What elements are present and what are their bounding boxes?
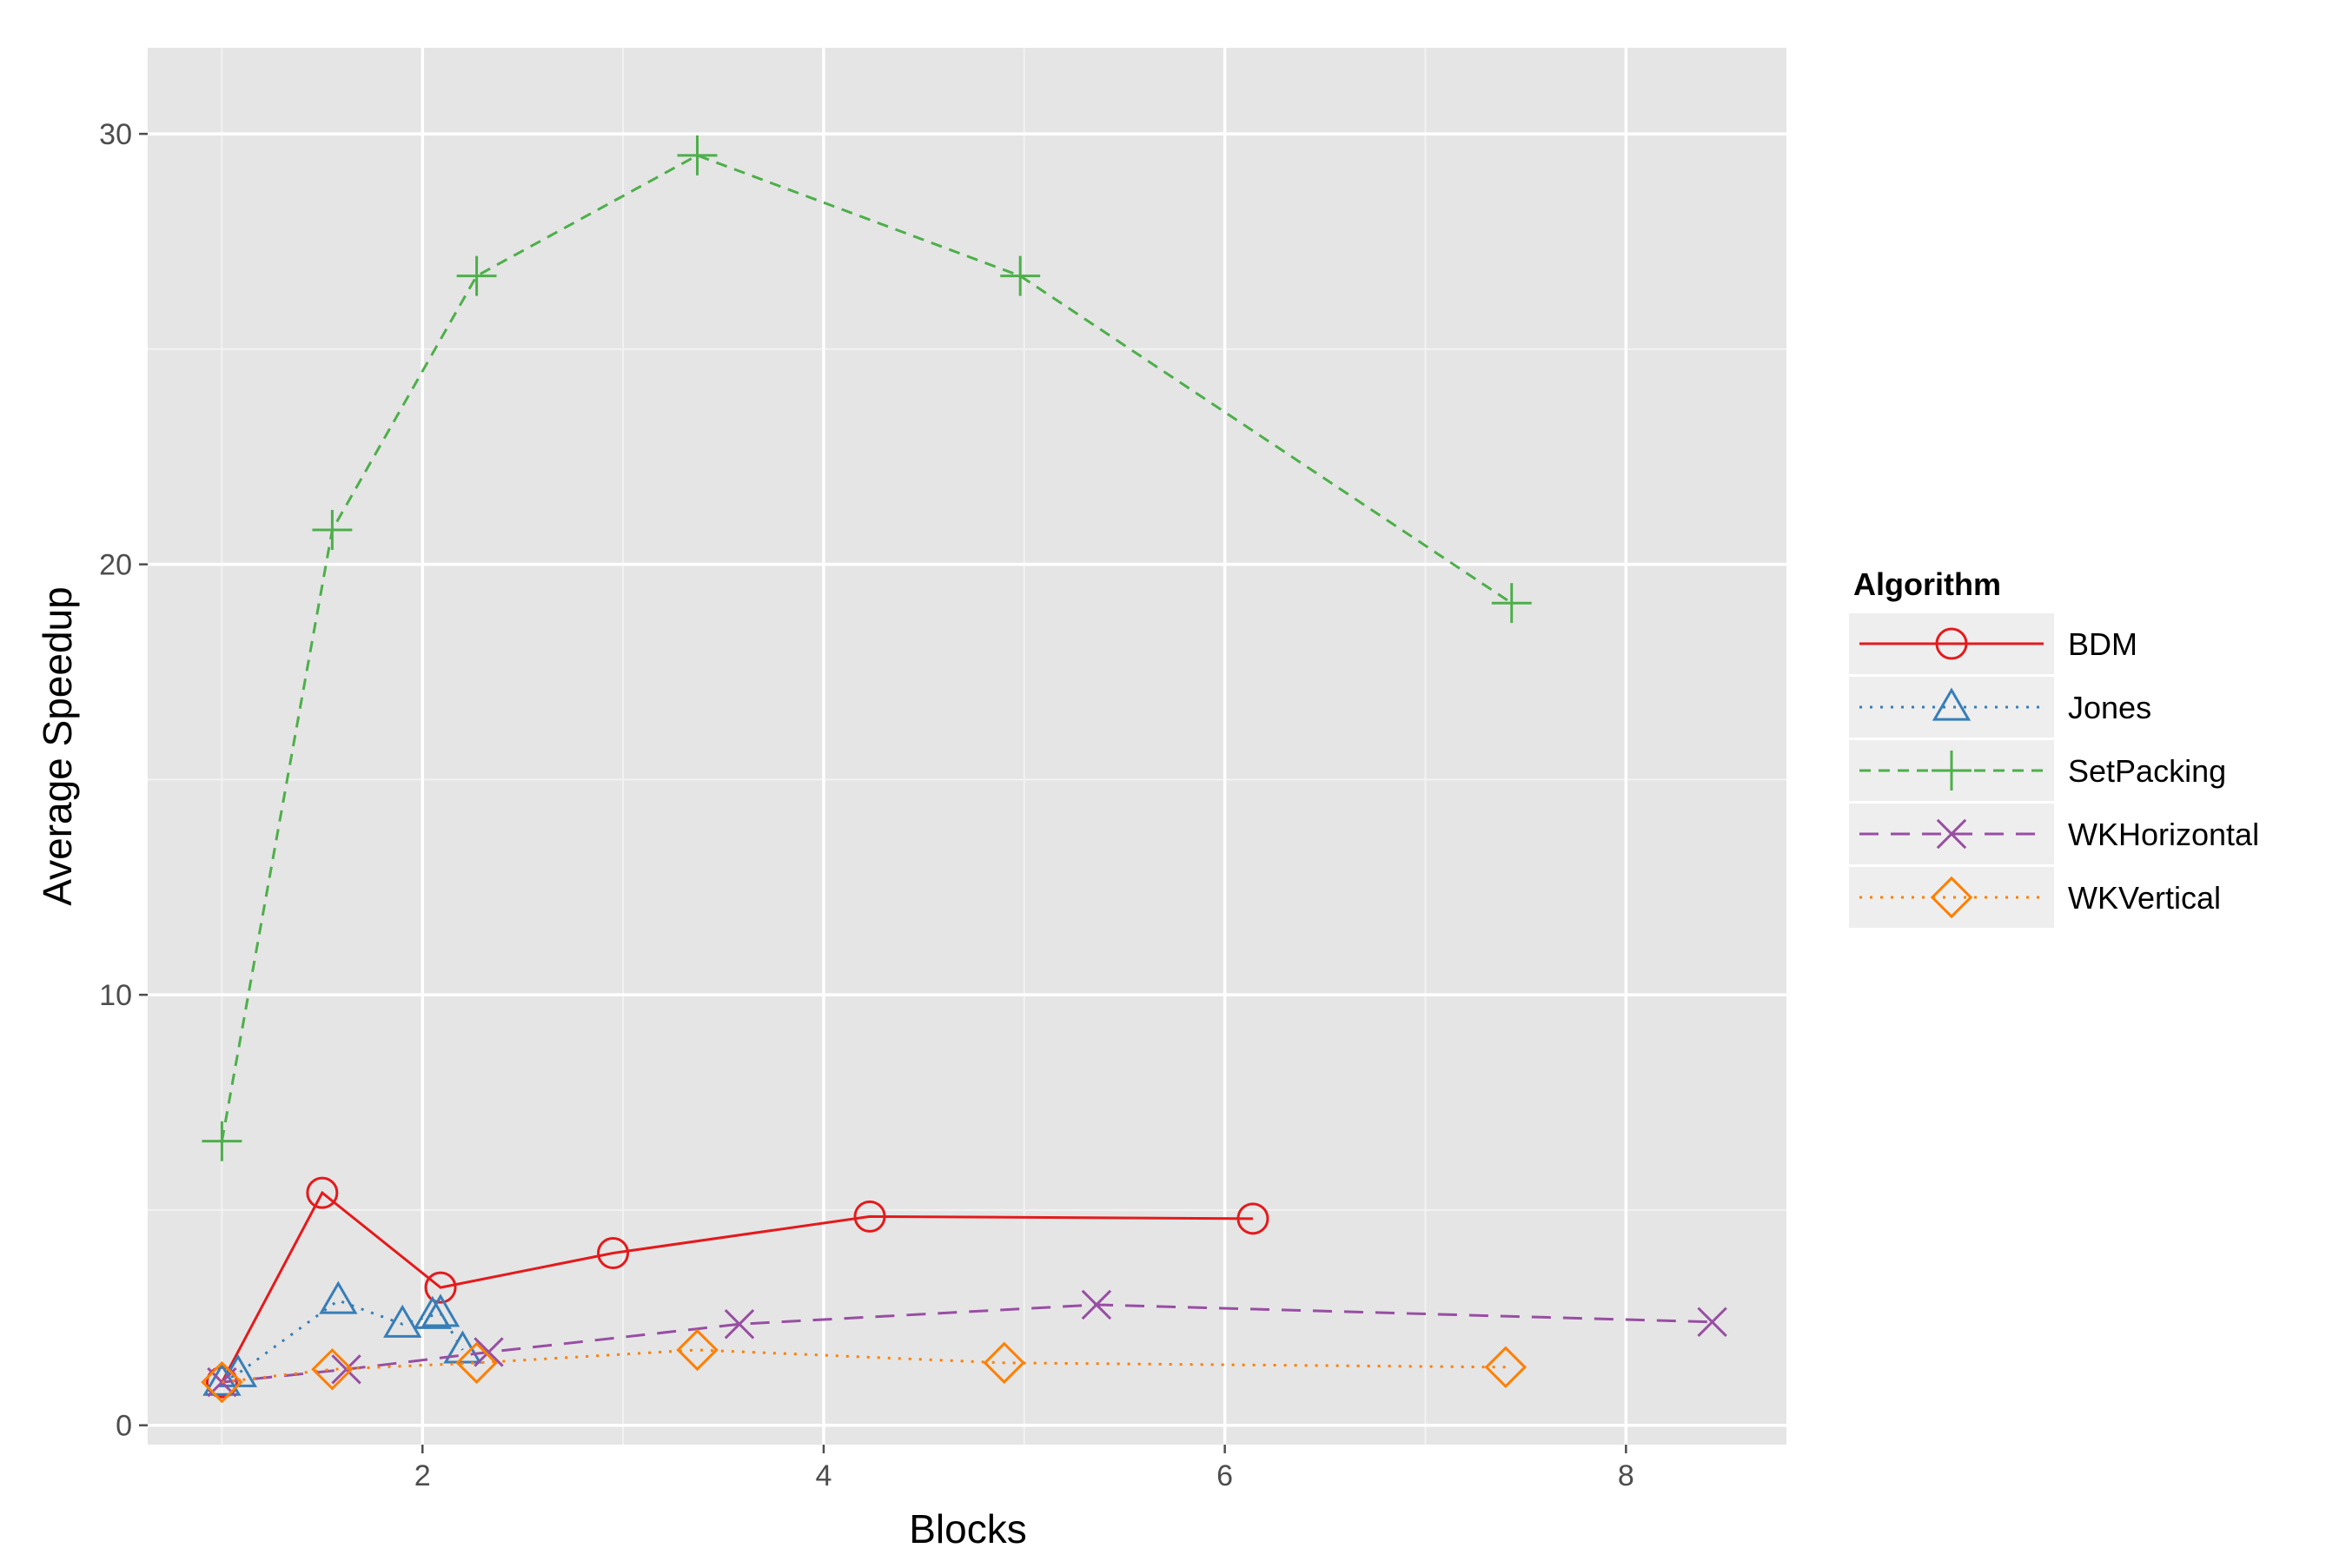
legend-label: Jones <box>2068 690 2151 725</box>
series-layer <box>201 135 1727 1404</box>
setpacking-point <box>1000 255 1041 296</box>
wkhorizontal-point <box>1697 1307 1727 1337</box>
bdm-point <box>1236 1202 1269 1235</box>
major-gridlines <box>148 48 1786 1445</box>
x-tick-label: 8 <box>1618 1459 1634 1492</box>
legend-item-bdm: BDM <box>1849 613 2137 674</box>
y-tick-label: 10 <box>99 979 132 1012</box>
setpacking-point <box>202 1121 242 1161</box>
wkvertical-point <box>201 1360 243 1404</box>
legend-key-marker <box>1932 687 1972 721</box>
y-tick-label: 30 <box>99 118 132 151</box>
setpacking-point <box>677 135 718 175</box>
y-axis-title: Average Speedup <box>35 586 80 905</box>
wkvertical-point <box>983 1341 1025 1385</box>
jones-point <box>202 1362 242 1396</box>
wkhorizontal-point <box>1081 1289 1112 1320</box>
legend-items: BDM Jones SetPacking WKHorizontal WKVertical <box>1849 613 2259 928</box>
legend-item-setpacking: SetPacking <box>1849 740 2226 801</box>
legend-item-jones: Jones <box>1849 677 2151 738</box>
axes-layer: 2 4 6 8 0 10 20 30 <box>99 118 1634 1492</box>
jones-point <box>383 1304 422 1338</box>
legend-key-marker <box>1932 751 1972 791</box>
legend-label: WKVertical <box>2068 880 2221 916</box>
wkvertical-point <box>676 1328 719 1372</box>
jones-point <box>319 1280 358 1314</box>
wkvertical-line <box>222 1348 1506 1384</box>
x-axis-title: Blocks <box>909 1506 1026 1551</box>
legend-key-marker <box>1935 627 1968 660</box>
bdm-line <box>221 1190 1253 1383</box>
x-tick-label: 6 <box>1216 1459 1233 1492</box>
legend-key-bg <box>1849 677 2054 738</box>
wkhorizontal-point <box>724 1309 755 1340</box>
legend-key-marker <box>1936 818 1967 850</box>
series-bdm <box>205 1176 1269 1399</box>
bdm-point <box>597 1236 630 1269</box>
jones-point <box>413 1295 452 1329</box>
setpacking-point <box>1491 583 1532 624</box>
legend-item-wkhorizontal: WKHorizontal <box>1849 804 2259 864</box>
legend-label: WKHorizontal <box>2068 817 2259 852</box>
bdm-point <box>306 1176 339 1209</box>
setpacking-point <box>456 255 497 296</box>
legend-label: BDM <box>2068 626 2137 662</box>
setpacking-point <box>312 510 353 550</box>
wkvertical-point <box>455 1341 498 1385</box>
legend-title: Algorithm <box>1853 566 2001 602</box>
wkhorizontal-point <box>474 1337 504 1367</box>
wkvertical-point <box>1484 1346 1528 1389</box>
plot-panel <box>148 48 1786 1445</box>
legend-key-marker <box>1930 876 1973 919</box>
x-tick-label: 2 <box>414 1459 431 1492</box>
wkvertical-point <box>311 1348 354 1391</box>
minor-gridlines <box>148 48 1786 1445</box>
bdm-point <box>424 1271 457 1304</box>
bdm-point <box>853 1200 886 1233</box>
series-setpacking <box>202 135 1532 1161</box>
series-wkvertical <box>201 1328 1528 1404</box>
legend-key-bg <box>1849 867 2054 928</box>
wkhorizontal-point <box>331 1354 361 1385</box>
legend-label: SetPacking <box>2068 753 2226 789</box>
legend: Algorithm BDM Jones SetPacking WKHorizontal… <box>1849 566 2259 928</box>
y-tick-label: 20 <box>99 549 132 582</box>
y-tick-label: 0 <box>116 1410 132 1443</box>
setpacking-line <box>220 154 1513 1141</box>
legend-item-wkvertical: WKVertical <box>1849 867 2221 928</box>
x-tick-label: 4 <box>815 1459 832 1492</box>
wkhorizontal-line <box>222 1303 1713 1384</box>
jones-point <box>421 1293 461 1327</box>
